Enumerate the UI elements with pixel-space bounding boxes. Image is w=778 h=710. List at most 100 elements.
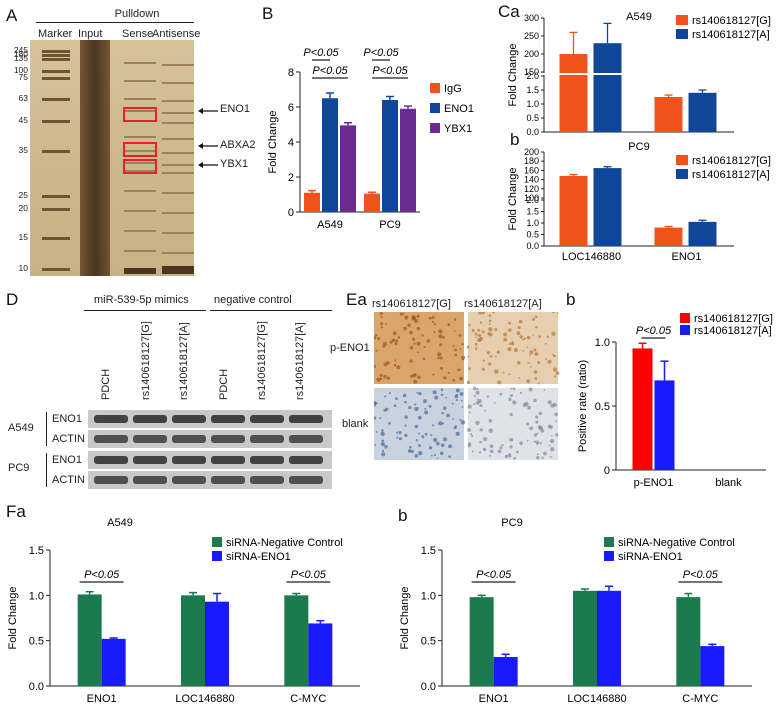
ihc-cell bbox=[386, 376, 391, 380]
blot-strip bbox=[88, 430, 332, 448]
ihc-cell bbox=[509, 437, 514, 442]
ihc-cell bbox=[538, 335, 542, 338]
bracket-a549 bbox=[46, 412, 47, 446]
bar bbox=[181, 595, 205, 686]
protein-label-eno1-a549: ENO1 bbox=[52, 413, 82, 425]
ihc-cell bbox=[471, 434, 474, 438]
bar bbox=[597, 590, 621, 686]
group-label-control: negative control bbox=[214, 294, 292, 306]
y-tick-label: 1.5 bbox=[421, 545, 436, 557]
ihc-cell bbox=[503, 332, 508, 337]
ihc-cell bbox=[395, 397, 398, 401]
bar bbox=[593, 168, 622, 246]
ihc-cell bbox=[488, 327, 493, 332]
blot-band bbox=[289, 435, 323, 443]
ihc-cell bbox=[414, 424, 419, 429]
ihc-cell bbox=[551, 435, 553, 437]
ihc-cell bbox=[433, 437, 438, 443]
panel-label-cb: b bbox=[510, 130, 520, 149]
blot-band bbox=[94, 415, 128, 423]
ihc-cell bbox=[492, 312, 495, 314]
ihc-cell bbox=[466, 380, 471, 385]
ihc-cell bbox=[528, 353, 531, 356]
ihc-cell bbox=[548, 444, 551, 447]
ihc-cell bbox=[374, 334, 378, 337]
blot-band bbox=[133, 415, 167, 423]
ihc-cell bbox=[431, 320, 434, 323]
ihc-cell bbox=[479, 428, 483, 432]
marker-band bbox=[42, 237, 70, 240]
legend-label: rs140618127[G] bbox=[694, 313, 773, 325]
blot-strip bbox=[88, 410, 332, 428]
ihc-cell bbox=[408, 445, 412, 449]
band-highlights bbox=[123, 107, 157, 174]
ihc-cell bbox=[460, 420, 466, 425]
y-tick-label: 1.5 bbox=[526, 207, 539, 217]
ihc-cell bbox=[467, 404, 472, 409]
ihc-cell bbox=[502, 371, 505, 374]
marker-label: 180 bbox=[13, 49, 28, 59]
ihc-cell bbox=[402, 393, 407, 398]
x-tick-label: C-MYC bbox=[290, 693, 326, 705]
ihc-cell bbox=[438, 334, 443, 339]
x-tick-label: LOC146880 bbox=[175, 693, 234, 705]
ihc-cell bbox=[554, 412, 558, 417]
ihc-cell bbox=[521, 338, 524, 341]
ihc-cell bbox=[504, 454, 509, 459]
panel-label-b: B bbox=[262, 4, 274, 23]
marker-label: 10 bbox=[18, 263, 28, 273]
ihc-cell bbox=[494, 369, 499, 374]
ihc-cell bbox=[537, 425, 542, 430]
ihc-cell bbox=[438, 329, 443, 334]
bar bbox=[654, 380, 675, 470]
legend-swatch bbox=[604, 537, 614, 547]
y-axis-label: Fold Change bbox=[267, 111, 279, 174]
ihc-cell bbox=[394, 342, 398, 346]
y-tick-label: 250 bbox=[524, 31, 539, 41]
ihc-cell bbox=[379, 312, 383, 316]
ihc-cell bbox=[377, 337, 381, 341]
blot-band bbox=[133, 476, 167, 484]
ihc-cell bbox=[434, 395, 439, 400]
bar bbox=[593, 43, 622, 133]
band-arrows bbox=[198, 108, 218, 168]
ihc-cell bbox=[543, 451, 547, 456]
blot-band bbox=[133, 435, 167, 443]
legend-label: YBX1 bbox=[444, 123, 472, 135]
band-label-abxa2: ABXA2 bbox=[220, 139, 256, 151]
sense-band bbox=[124, 170, 156, 172]
ihc-cell bbox=[536, 456, 540, 460]
ihc-cell bbox=[437, 356, 440, 360]
ihc-cell bbox=[479, 321, 483, 324]
legend-label: rs140618127[A] bbox=[694, 325, 772, 337]
ihc-cell bbox=[403, 326, 407, 331]
ihc-cell bbox=[545, 358, 548, 360]
group-line-control bbox=[210, 310, 332, 311]
panel-label-fb: b bbox=[398, 506, 408, 525]
ihc-cell bbox=[483, 448, 487, 452]
band-label-ybx1: YBX1 bbox=[220, 158, 249, 170]
lane-label: rs140618127[A] bbox=[178, 322, 190, 400]
ihc-cell bbox=[486, 351, 491, 355]
ihc-cell bbox=[477, 328, 481, 332]
ihc-cell bbox=[509, 412, 513, 417]
p-value-label: P<0.05 bbox=[636, 325, 672, 337]
ihc-cell bbox=[549, 425, 553, 429]
ihc-cell bbox=[518, 319, 523, 324]
ihc-cell bbox=[478, 333, 482, 337]
y-tick-label: 300 bbox=[524, 13, 539, 23]
western-blot bbox=[88, 410, 332, 489]
y-tick-label: 1.0 bbox=[526, 218, 539, 228]
ihc-cell bbox=[442, 406, 447, 410]
ihc-cell bbox=[409, 374, 414, 378]
legend-swatch bbox=[604, 551, 614, 561]
ihc-cell bbox=[432, 390, 437, 395]
ihc-cell bbox=[426, 339, 431, 343]
antisense-band bbox=[162, 138, 194, 140]
ihc-cell bbox=[533, 398, 537, 403]
ihc-cell bbox=[374, 365, 377, 368]
ihc-cell bbox=[442, 437, 448, 442]
ihc-cell bbox=[489, 354, 493, 358]
ihc-cell bbox=[468, 411, 471, 414]
